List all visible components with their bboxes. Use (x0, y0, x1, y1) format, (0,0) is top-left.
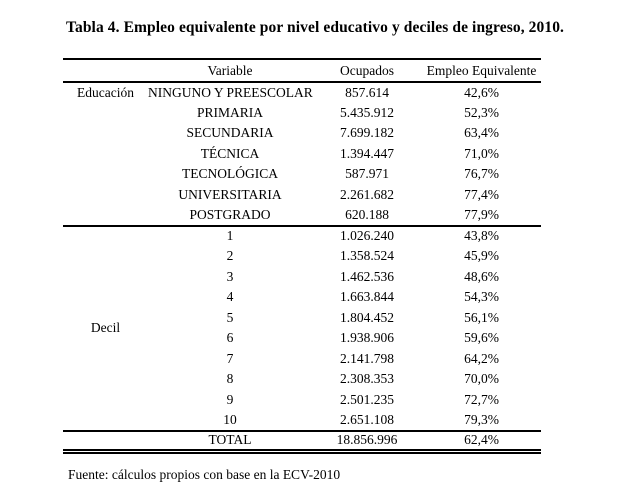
cell-ocupados: 1.804.452 (340, 309, 394, 325)
cell-variable: TÉCNICA (200, 145, 260, 161)
cell-empleo-equivalente: 71,0% (464, 145, 499, 161)
cell-ocupados: 1.358.524 (340, 248, 394, 264)
table-row: PRIMARIA 5.435.912 52,3% (63, 103, 541, 124)
table-row: Educación NINGUNO Y PREESCOLAR 857.614 42,6… (63, 82, 541, 103)
cell-variable: 9 (226, 391, 234, 407)
table-row: UNIVERSITARIA 2.261.682 77,4% (63, 185, 541, 206)
cell-ocupados: 1.394.447 (340, 145, 394, 161)
cell-ocupados: 620.188 (345, 206, 389, 222)
cell-empleo-equivalente: 52,3% (464, 104, 499, 120)
table-row: 3 1.462.536 48,6% (63, 267, 541, 288)
table-header-row: Variable Ocupados Empleo Equivalente (63, 59, 541, 82)
cell-empleo-equivalente: 77,4% (464, 186, 499, 202)
cell-ocupados: 5.435.912 (340, 104, 394, 120)
cell-empleo-equivalente: 70,0% (464, 371, 499, 387)
cell-ocupados: 1.462.536 (340, 268, 394, 284)
cell-variable: 7 (226, 350, 234, 366)
cell-empleo-equivalente: 43,8% (464, 228, 499, 244)
table-row: POSTGRADO 620.188 77,9% (63, 205, 541, 226)
table-row: TÉCNICA 1.394.447 71,0% (63, 144, 541, 165)
total-label: TOTAL (208, 432, 252, 448)
cell-variable: 1 (226, 228, 234, 244)
total-empleo-equivalente: 62,4% (464, 432, 499, 448)
total-ocupados: 18.856.996 (336, 432, 398, 448)
total-row: TOTAL 18.856.996 62,4% (63, 431, 541, 452)
table-title: Tabla 4. Empleo equivalente por nivel ed… (65, 19, 565, 36)
cell-variable: SECUNDARIA (186, 125, 274, 141)
table-row: 2 1.358.524 45,9% (63, 246, 541, 267)
cell-variable: 5 (226, 309, 234, 325)
cell-ocupados: 2.141.798 (340, 350, 394, 366)
cell-variable: TECNOLÓGICA (182, 166, 278, 182)
educacion-section: Educación NINGUNO Y PREESCOLAR 857.614 42,6… (63, 82, 541, 226)
cell-variable: 4 (226, 289, 234, 305)
col-header-ocupados: Ocupados (340, 62, 394, 78)
cell-variable: 6 (226, 330, 234, 346)
table-row: 5 1.804.452 56,1% (63, 308, 541, 329)
cell-variable: PRIMARIA (196, 104, 263, 120)
data-table: Variable Ocupados Empleo Equivalente Edu… (63, 58, 541, 454)
source-note: Fuente: cálculos propios con base en la … (68, 467, 341, 482)
cell-empleo-equivalente: 59,6% (464, 330, 499, 346)
table-row: 4 1.663.844 54,3% (63, 287, 541, 308)
table-row: 9 2.501.235 72,7% (63, 390, 541, 411)
cell-variable: 8 (226, 371, 234, 387)
cell-variable: 2 (226, 248, 234, 264)
cell-variable: NINGUNO Y PREESCOLAR (148, 84, 313, 100)
cell-empleo-equivalente: 56,1% (464, 309, 499, 325)
group-label-decil: Decil (90, 320, 121, 335)
table-row: 7 2.141.798 64,2% (63, 349, 541, 370)
col-header-group (63, 59, 148, 82)
cell-ocupados: 1.938.906 (340, 330, 394, 346)
col-header-empleo-equivalente: Empleo Equivalente (426, 62, 537, 78)
decil-section: Decil 1 1.026.240 43,8% 2 1.358.524 45,9% 3 1.46… (63, 226, 541, 431)
cell-ocupados: 1.663.844 (340, 289, 394, 305)
cell-ocupados: 587.971 (345, 166, 389, 182)
cell-empleo-equivalente: 63,4% (464, 125, 499, 141)
cell-empleo-equivalente: 77,9% (464, 206, 499, 222)
table-row: 6 1.938.906 59,6% (63, 328, 541, 349)
table-row: TECNOLÓGICA 587.971 76,7% (63, 164, 541, 185)
cell-empleo-equivalente: 64,2% (464, 350, 499, 366)
cell-ocupados: 2.308.353 (340, 371, 394, 387)
total-group-cell (63, 431, 148, 452)
table-row: 8 2.308.353 70,0% (63, 369, 541, 390)
cell-empleo-equivalente: 76,7% (464, 166, 499, 182)
cell-ocupados: 7.699.182 (340, 125, 394, 141)
cell-empleo-equivalente: 72,7% (464, 391, 499, 407)
cell-empleo-equivalente: 45,9% (464, 248, 499, 264)
cell-empleo-equivalente: 42,6% (464, 84, 499, 100)
cell-empleo-equivalente: 48,6% (464, 268, 499, 284)
col-header-variable: Variable (207, 62, 253, 78)
cell-variable: POSTGRADO (189, 206, 271, 222)
cell-variable: 3 (226, 268, 234, 284)
cell-ocupados: 2.651.108 (340, 411, 394, 427)
group-label-educacion: Educación (77, 85, 134, 100)
table-row: Decil 1 1.026.240 43,8% (63, 226, 541, 335)
table-row: SECUNDARIA 7.699.182 63,4% (63, 123, 541, 144)
cell-empleo-equivalente: 54,3% (464, 289, 499, 305)
cell-ocupados: 2.501.235 (340, 391, 394, 407)
table-row: 10 2.651.108 79,3% (63, 410, 541, 431)
cell-empleo-equivalente: 79,3% (464, 411, 499, 427)
cell-variable: 10 (223, 411, 237, 427)
cell-variable: UNIVERSITARIA (178, 186, 282, 202)
cell-ocupados: 857.614 (345, 84, 389, 100)
cell-ocupados: 1.026.240 (340, 228, 394, 244)
cell-ocupados: 2.261.682 (340, 186, 394, 202)
